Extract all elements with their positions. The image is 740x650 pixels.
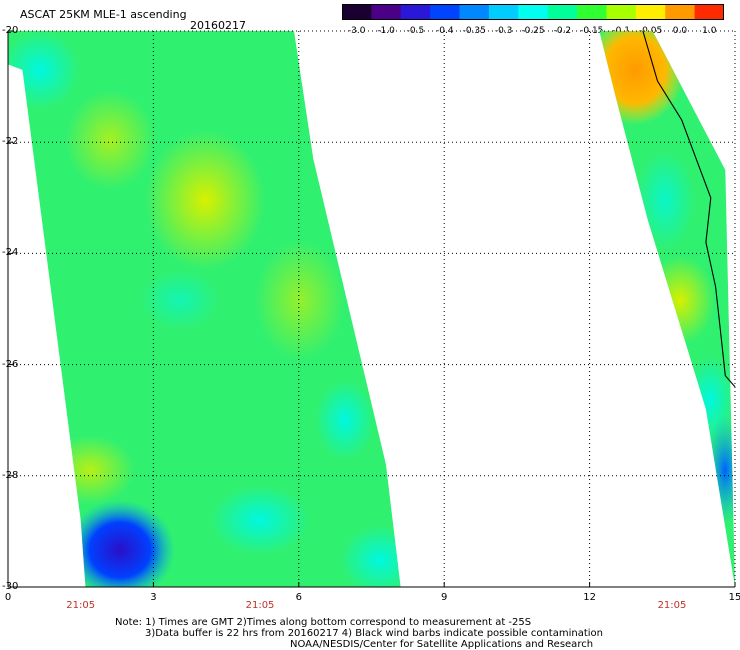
colorbar-label: 1.0 [702, 26, 717, 36]
colorbar-segment [635, 4, 666, 20]
x-tick-label: 6 [295, 592, 302, 603]
colorbar-segment [430, 4, 461, 20]
colorbar-segment [518, 4, 549, 20]
colorbar-label: -0.15 [580, 26, 604, 36]
colorbar-segment [342, 4, 372, 20]
colorbar-segment [371, 4, 402, 20]
colorbar-segment [400, 4, 431, 20]
colorbar-segment [547, 4, 578, 20]
swath-west [8, 31, 401, 587]
x-tick-label: 3 [150, 592, 157, 603]
y-tick-label: -24 [2, 247, 19, 259]
y-tick-label: -26 [2, 358, 19, 370]
note-line-2: 3)Data buffer is 22 hrs from 20160217 4)… [145, 628, 603, 639]
colorbar-label: -0.35 [462, 26, 486, 36]
y-tick-label: -30 [2, 581, 19, 592]
note-line-1: Note: 1) Times are GMT 2)Times along bot… [115, 617, 532, 628]
note-line-3: NOAA/NESDIS/Center for Satellite Applica… [290, 639, 594, 650]
x-tick-label: 9 [441, 592, 448, 603]
swath-east [599, 31, 735, 587]
colorbar-segment [694, 4, 724, 20]
time-label: 21:05 [657, 600, 687, 611]
coastline [642, 30, 736, 388]
colorbar-label: -0.2 [553, 26, 572, 36]
colorbar-frame [342, 4, 724, 20]
y-tick-label: -20 [2, 25, 19, 36]
x-tick-label: 15 [728, 592, 740, 603]
time-label: 21:05 [66, 600, 96, 611]
colorbar-segment [606, 4, 637, 20]
colorbar-segment [459, 4, 490, 20]
time-label: 21:05 [245, 600, 275, 611]
map-date: 20160217 [190, 19, 246, 32]
colorbar-label: -0.3 [494, 26, 513, 36]
x-tick-label: 12 [583, 592, 596, 603]
colorbar-label: -0.5 [406, 26, 425, 36]
colorbar-segment [577, 4, 607, 20]
y-tick-label: -22 [2, 136, 19, 148]
map-title: ASCAT 25KM MLE-1 ascending [20, 8, 187, 21]
x-tick-label: 0 [4, 592, 12, 603]
colorbar-segment [665, 4, 696, 20]
y-tick-label: -28 [2, 469, 19, 481]
color-legend-bar [342, 4, 724, 20]
colorbar-segment [488, 4, 519, 20]
colorbar-label: -1.0 [377, 26, 395, 36]
colorbar-label: 0.0 [672, 26, 688, 36]
map-axes [7, 30, 736, 588]
